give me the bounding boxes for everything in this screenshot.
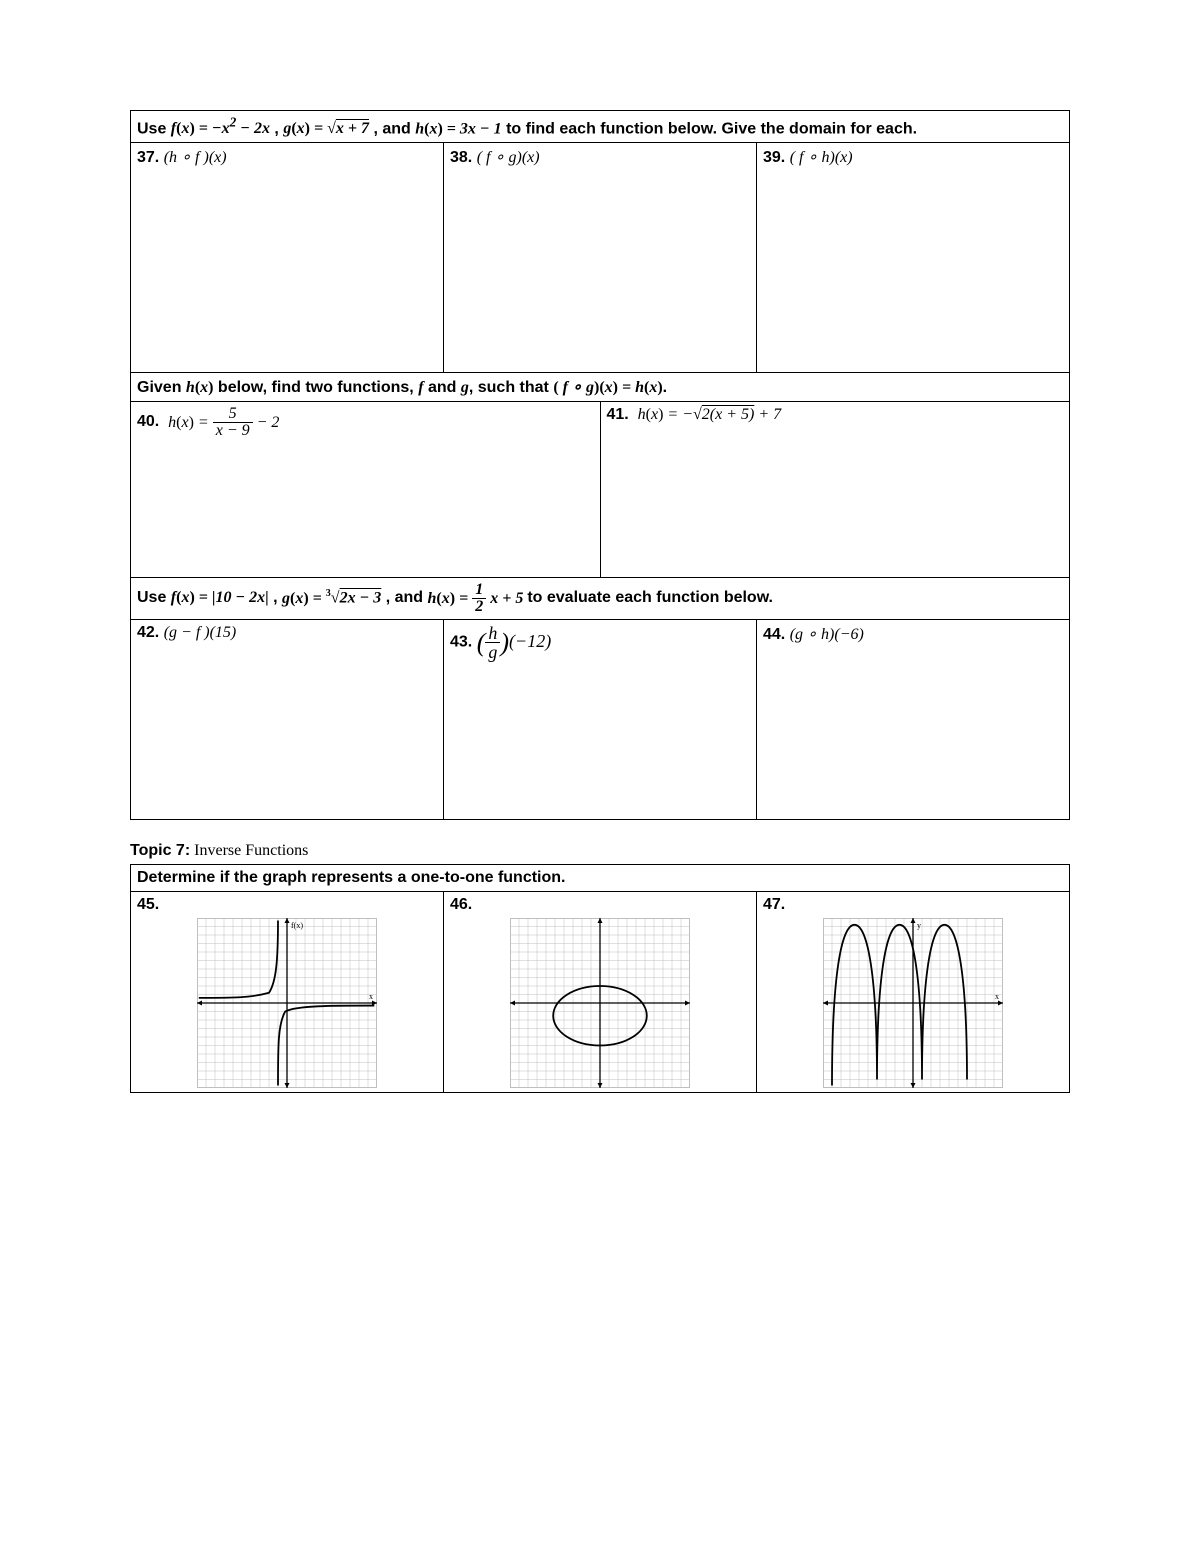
frac-den: x − 9 xyxy=(213,423,253,439)
problem-expr: ( f ∘ h)(x) xyxy=(790,149,853,166)
topic7-heading: Topic 7: Inverse Functions xyxy=(130,842,1070,860)
g-def: g(x) = √x + 7 xyxy=(283,120,369,137)
problem-expr: (h ∘ f )(x) xyxy=(164,149,227,166)
svg-text:y: y xyxy=(917,921,921,930)
topic7-table: Determine if the graph represents a one-… xyxy=(130,864,1070,1093)
section2-table: Given h(x) below, find two functions, f … xyxy=(130,372,1070,578)
f-def: f(x) = |10 − 2x| xyxy=(171,590,269,607)
section3-table: Use f(x) = |10 − 2x| , g(x) = 3√2x − 3 ,… xyxy=(130,577,1070,820)
frac-den: 2 xyxy=(472,599,486,615)
problem-45-cell: 45. f(x) x xyxy=(131,892,444,1093)
problem-number: 42. xyxy=(137,624,159,641)
topic-label-bold: Topic 7: xyxy=(130,842,190,859)
problem-37-cell: 37. (h ∘ f )(x) xyxy=(131,143,444,373)
problem-number: 46. xyxy=(450,896,472,913)
instr-mid: , and xyxy=(386,590,428,607)
graph-46 xyxy=(510,918,690,1088)
instr-suffix: to find each function below. Give the do… xyxy=(506,120,917,137)
problem-expr: h(x) = −√2(x + 5) + 7 xyxy=(638,406,782,423)
problem-expr: ( f ∘ g)(x) xyxy=(477,149,540,166)
instr-text: Use xyxy=(137,120,171,137)
worksheet-page: Use f(x) = −x2 − 2x , g(x) = √x + 7 , an… xyxy=(0,0,1200,1553)
problem-42-cell: 42. (g − f )(15) xyxy=(131,620,444,820)
frac-num: 5 xyxy=(213,406,253,423)
h-def: h(x) = 12 x + 5 xyxy=(428,590,528,607)
problem-number: 39. xyxy=(763,149,785,166)
problem-46-cell: 46. xyxy=(444,892,757,1093)
problem-number: 43. xyxy=(450,634,472,651)
instr-suffix: to evaluate each function below. xyxy=(527,590,773,607)
section2-instruction: Given h(x) below, find two functions, f … xyxy=(131,373,1070,402)
problem-expr: h(x) = 5x − 9 − 2 xyxy=(168,414,279,431)
section1-table: Use f(x) = −x2 − 2x , g(x) = √x + 7 , an… xyxy=(130,110,1070,373)
problem-38-cell: 38. ( f ∘ g)(x) xyxy=(444,143,757,373)
h-def: h(x) = 3x − 1 xyxy=(415,120,501,137)
svg-text:f(x): f(x) xyxy=(291,921,303,930)
svg-text:x: x xyxy=(369,992,373,1001)
f-def: f(x) = −x2 − 2x xyxy=(171,120,270,137)
problem-47-cell: 47. yx xyxy=(757,892,1070,1093)
frac-num: 1 xyxy=(472,582,486,599)
problem-41-cell: 41. h(x) = −√2(x + 5) + 7 xyxy=(600,402,1070,578)
problem-number: 41. xyxy=(607,406,629,423)
problem-expr: (hg)(−12) xyxy=(477,631,551,651)
problem-43-cell: 43. (hg)(−12) xyxy=(444,620,757,820)
problem-39-cell: 39. ( f ∘ h)(x) xyxy=(757,143,1070,373)
problem-40-cell: 40. h(x) = 5x − 9 − 2 xyxy=(131,402,601,578)
problem-number: 38. xyxy=(450,149,472,166)
problem-number: 44. xyxy=(763,626,785,643)
svg-text:x: x xyxy=(995,992,999,1001)
problem-number: 37. xyxy=(137,149,159,166)
problem-expr: (g − f )(15) xyxy=(164,624,237,641)
problem-number: 47. xyxy=(763,896,785,913)
graph-45: f(x) x xyxy=(197,918,377,1088)
problem-number: 45. xyxy=(137,896,159,913)
topic-label-rest: Inverse Functions xyxy=(190,842,308,859)
problem-44-cell: 44. (g ∘ h)(−6) xyxy=(757,620,1070,820)
problem-expr: (g ∘ h)(−6) xyxy=(790,626,864,643)
section1-instruction: Use f(x) = −x2 − 2x , g(x) = √x + 7 , an… xyxy=(131,111,1070,143)
section3-instruction: Use f(x) = |10 − 2x| , g(x) = 3√2x − 3 ,… xyxy=(131,578,1070,620)
topic7-instruction: Determine if the graph represents a one-… xyxy=(131,865,1070,892)
instr-text: Use xyxy=(137,590,171,607)
graph-47: yx xyxy=(823,918,1003,1088)
instr-mid: , and xyxy=(373,120,415,137)
problem-number: 40. xyxy=(137,414,159,431)
g-def: g(x) = 3√2x − 3 xyxy=(282,590,381,607)
